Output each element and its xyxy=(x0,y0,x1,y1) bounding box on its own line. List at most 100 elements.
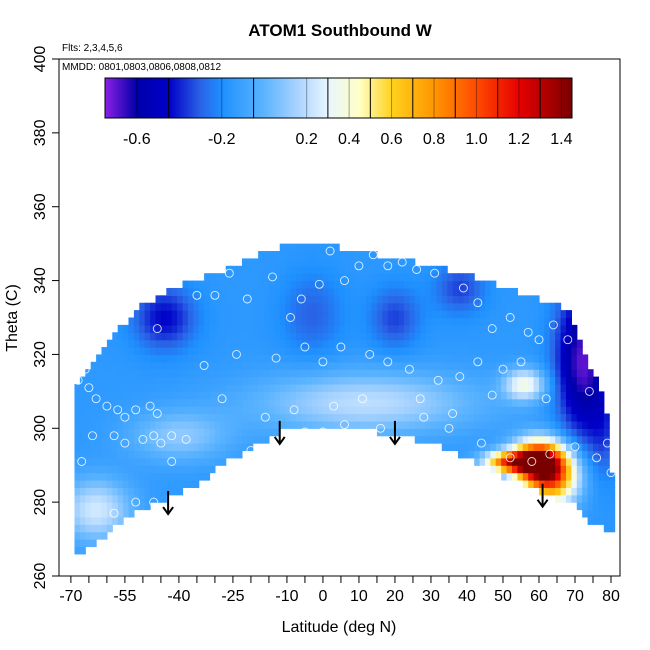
heatmap-cell xyxy=(371,265,378,274)
heatmap-cell xyxy=(549,339,556,348)
heatmap-cell xyxy=(155,457,162,466)
heatmap-cell xyxy=(495,361,502,370)
heatmap-cell xyxy=(117,324,124,333)
heatmap-cell xyxy=(555,332,562,341)
heatmap-cell xyxy=(177,398,184,407)
heatmap-cell xyxy=(393,265,400,274)
heatmap-cell xyxy=(479,332,486,341)
heatmap-cell xyxy=(317,413,324,422)
heatmap-cell xyxy=(317,369,324,378)
heatmap-cell xyxy=(587,376,594,385)
heatmap-cell xyxy=(268,391,275,400)
heatmap-cell xyxy=(360,302,367,311)
heatmap-cell xyxy=(112,509,119,518)
heatmap-cell xyxy=(204,332,211,341)
heatmap-cell xyxy=(193,317,200,326)
heatmap-cell xyxy=(387,420,394,429)
heatmap-cell xyxy=(592,406,599,415)
heatmap-cell xyxy=(565,383,572,392)
heatmap-cell xyxy=(328,295,335,304)
heatmap-cell xyxy=(225,361,232,370)
heatmap-cell xyxy=(247,258,254,267)
heatmap-cell xyxy=(160,406,167,415)
heatmap-cell xyxy=(209,280,216,289)
heatmap-cell xyxy=(484,280,491,289)
heatmap-cell xyxy=(290,287,297,296)
heatmap-cell xyxy=(463,398,470,407)
heatmap-cell xyxy=(376,361,383,370)
heatmap-cell xyxy=(285,302,292,311)
heatmap-cell xyxy=(468,273,475,282)
heatmap-cell xyxy=(193,287,200,296)
heatmap-cell xyxy=(571,450,578,459)
heatmap-cell xyxy=(252,391,259,400)
heatmap-cell xyxy=(258,258,265,267)
heatmap-cell xyxy=(106,406,113,415)
heatmap-cell xyxy=(263,317,270,326)
heatmap-cell xyxy=(582,420,589,429)
heatmap-cell xyxy=(506,443,513,452)
heatmap-cell xyxy=(490,332,497,341)
heatmap-cell xyxy=(398,332,405,341)
observation-point xyxy=(444,423,454,433)
heatmap-cell xyxy=(582,479,589,488)
heatmap-cell xyxy=(355,295,362,304)
heatmap-cell xyxy=(447,280,454,289)
heatmap-cell xyxy=(263,413,270,422)
heatmap-cell xyxy=(247,383,254,392)
heatmap-cell xyxy=(263,310,270,319)
heatmap-cell xyxy=(528,310,535,319)
heatmap-cell xyxy=(490,398,497,407)
heatmap-cell xyxy=(306,324,313,333)
heatmap-cell xyxy=(598,457,605,466)
heatmap-cell xyxy=(177,332,184,341)
heatmap-cell xyxy=(441,406,448,415)
heatmap-cell xyxy=(214,398,221,407)
heatmap-cell xyxy=(225,287,232,296)
heatmap-cell xyxy=(511,287,518,296)
heatmap-cell xyxy=(252,302,259,311)
observation-point xyxy=(181,434,191,444)
heatmap-cell xyxy=(279,302,286,311)
heatmap-cell xyxy=(231,406,238,415)
heatmap-cell xyxy=(236,287,243,296)
heatmap-cell xyxy=(258,310,265,319)
heatmap-cell xyxy=(133,413,140,422)
heatmap-cell xyxy=(328,347,335,356)
heatmap-cell xyxy=(112,472,119,481)
heatmap-cell xyxy=(544,383,551,392)
heatmap-cell xyxy=(160,413,167,422)
heatmap-cell xyxy=(517,324,524,333)
heatmap-cell xyxy=(565,406,572,415)
heatmap-cell xyxy=(420,406,427,415)
heatmap-cell xyxy=(376,398,383,407)
heatmap-cell xyxy=(322,243,329,252)
heatmap-cell xyxy=(295,287,302,296)
heatmap-cell xyxy=(285,406,292,415)
heatmap-cell xyxy=(96,516,103,525)
heatmap-cell xyxy=(231,420,238,429)
heatmap-cell xyxy=(117,361,124,370)
heatmap-cell xyxy=(592,428,599,437)
heatmap-cell xyxy=(582,354,589,363)
heatmap-cell xyxy=(328,406,335,415)
heatmap-cell xyxy=(587,406,594,415)
heatmap-cell xyxy=(560,406,567,415)
heatmap-cell xyxy=(285,347,292,356)
heatmap-cell xyxy=(376,420,383,429)
heatmap-cell xyxy=(409,406,416,415)
heatmap-cell xyxy=(117,509,124,518)
heatmap-cell xyxy=(425,391,432,400)
heatmap-cell xyxy=(533,347,540,356)
heatmap-cell xyxy=(101,435,108,444)
heatmap-cell xyxy=(398,273,405,282)
heatmap-cell xyxy=(182,479,189,488)
heatmap-cell xyxy=(166,383,173,392)
heatmap-cell xyxy=(528,391,535,400)
heatmap-cell xyxy=(511,332,518,341)
heatmap-cell xyxy=(425,332,432,341)
heatmap-cell xyxy=(463,339,470,348)
heatmap-cell xyxy=(285,354,292,363)
heatmap-cell xyxy=(576,450,583,459)
heatmap-cell xyxy=(155,324,162,333)
